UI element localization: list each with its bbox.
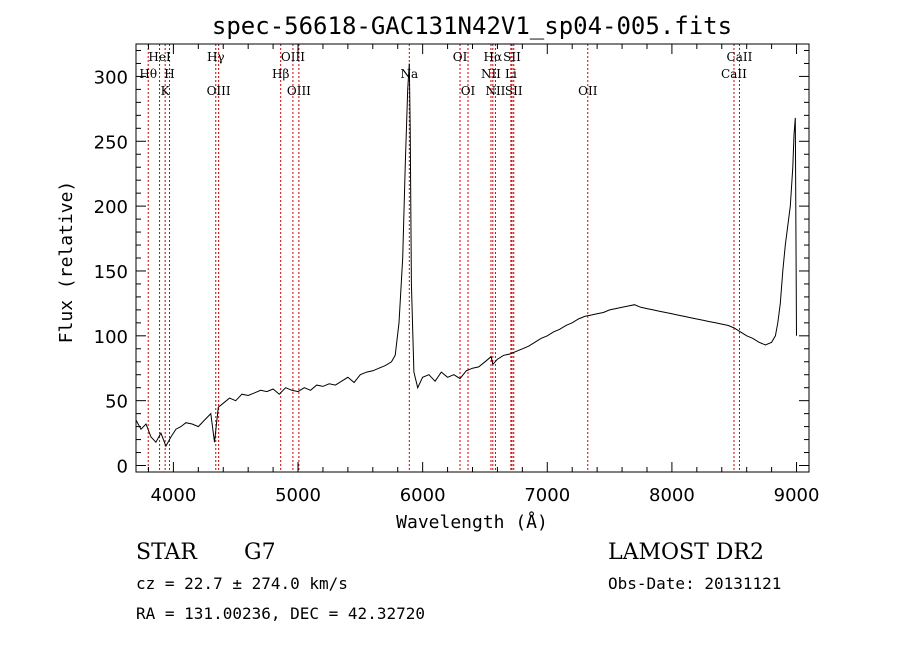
spectral-line-label: OI xyxy=(461,84,476,98)
spectral-line-label: Hα xyxy=(484,50,503,64)
x-tick-label: 8000 xyxy=(649,485,695,506)
spectral-line-label: SII xyxy=(505,84,523,98)
y-axis-label: Flux (relative) xyxy=(56,181,77,344)
redshift-text: cz = 22.7 ± 274.0 km/s xyxy=(136,574,348,593)
spectral-line-label: SII xyxy=(503,50,521,64)
spectral-line-label: OII xyxy=(578,84,598,98)
y-tick-label: 100 xyxy=(94,327,128,348)
y-tick-label: 200 xyxy=(94,197,128,218)
survey-text: LAMOST DR2 xyxy=(608,540,764,565)
spectral-line-label: OI xyxy=(453,50,468,64)
y-tick-label: 50 xyxy=(105,392,128,413)
y-tick-label: 300 xyxy=(94,67,128,88)
spectral-line-label: NII xyxy=(481,67,501,81)
spectral-line-label: CaII xyxy=(727,50,753,64)
x-tick-label: 9000 xyxy=(774,485,820,506)
plot-frame xyxy=(135,43,810,473)
x-tick-label: 6000 xyxy=(400,485,446,506)
spectral-line-label: Hβ xyxy=(272,67,289,81)
spectral-line-label: NII xyxy=(485,84,505,98)
spectral-line-label: OIII xyxy=(207,84,231,98)
chart-title: spec-56618-GAC131N42V1_sp04-005.fits xyxy=(212,12,732,40)
spectral-line-label: K xyxy=(161,84,171,98)
spectral-line-label: H xyxy=(164,67,174,81)
x-tick-label: 7000 xyxy=(524,485,570,506)
spectral-line-label: Hθ xyxy=(139,67,157,81)
x-axis: 4000 5000 6000 7000 8000 9000 xyxy=(147,44,820,506)
spectral-line-label: CaII xyxy=(721,67,747,81)
subclass-text: G7 xyxy=(244,540,276,565)
y-tick-label: 0 xyxy=(117,457,128,478)
obs-date-text: Obs-Date: 20131121 xyxy=(608,574,781,593)
spectral-line-label: Li xyxy=(505,67,517,81)
y-tick-label: 250 xyxy=(94,132,128,153)
x-tick-label: 4000 xyxy=(150,485,196,506)
coordinates-text: RA = 131.00236, DEC = 42.32720 xyxy=(136,604,425,623)
spectral-line-label: HeI xyxy=(148,50,171,64)
y-axis: 0 50 100 150 200 250 300 xyxy=(94,49,809,478)
spectral-line-markers xyxy=(147,44,740,472)
y-tick-label: 150 xyxy=(94,262,128,283)
spectral-line-label: OIII xyxy=(287,84,311,98)
spectral-line-labels: HθHeIKHHγOIIIHβOIIIOIIINaOIOINIIHαNIILiS… xyxy=(139,50,752,98)
spectrum-series-line xyxy=(135,63,797,448)
object-class-text: STAR xyxy=(136,540,198,565)
x-axis-label: Wavelength (Å) xyxy=(396,511,548,533)
x-tick-label: 5000 xyxy=(275,485,321,506)
spectral-line-label: OIII xyxy=(281,50,305,64)
spectral-line-label: Hγ xyxy=(207,50,225,64)
